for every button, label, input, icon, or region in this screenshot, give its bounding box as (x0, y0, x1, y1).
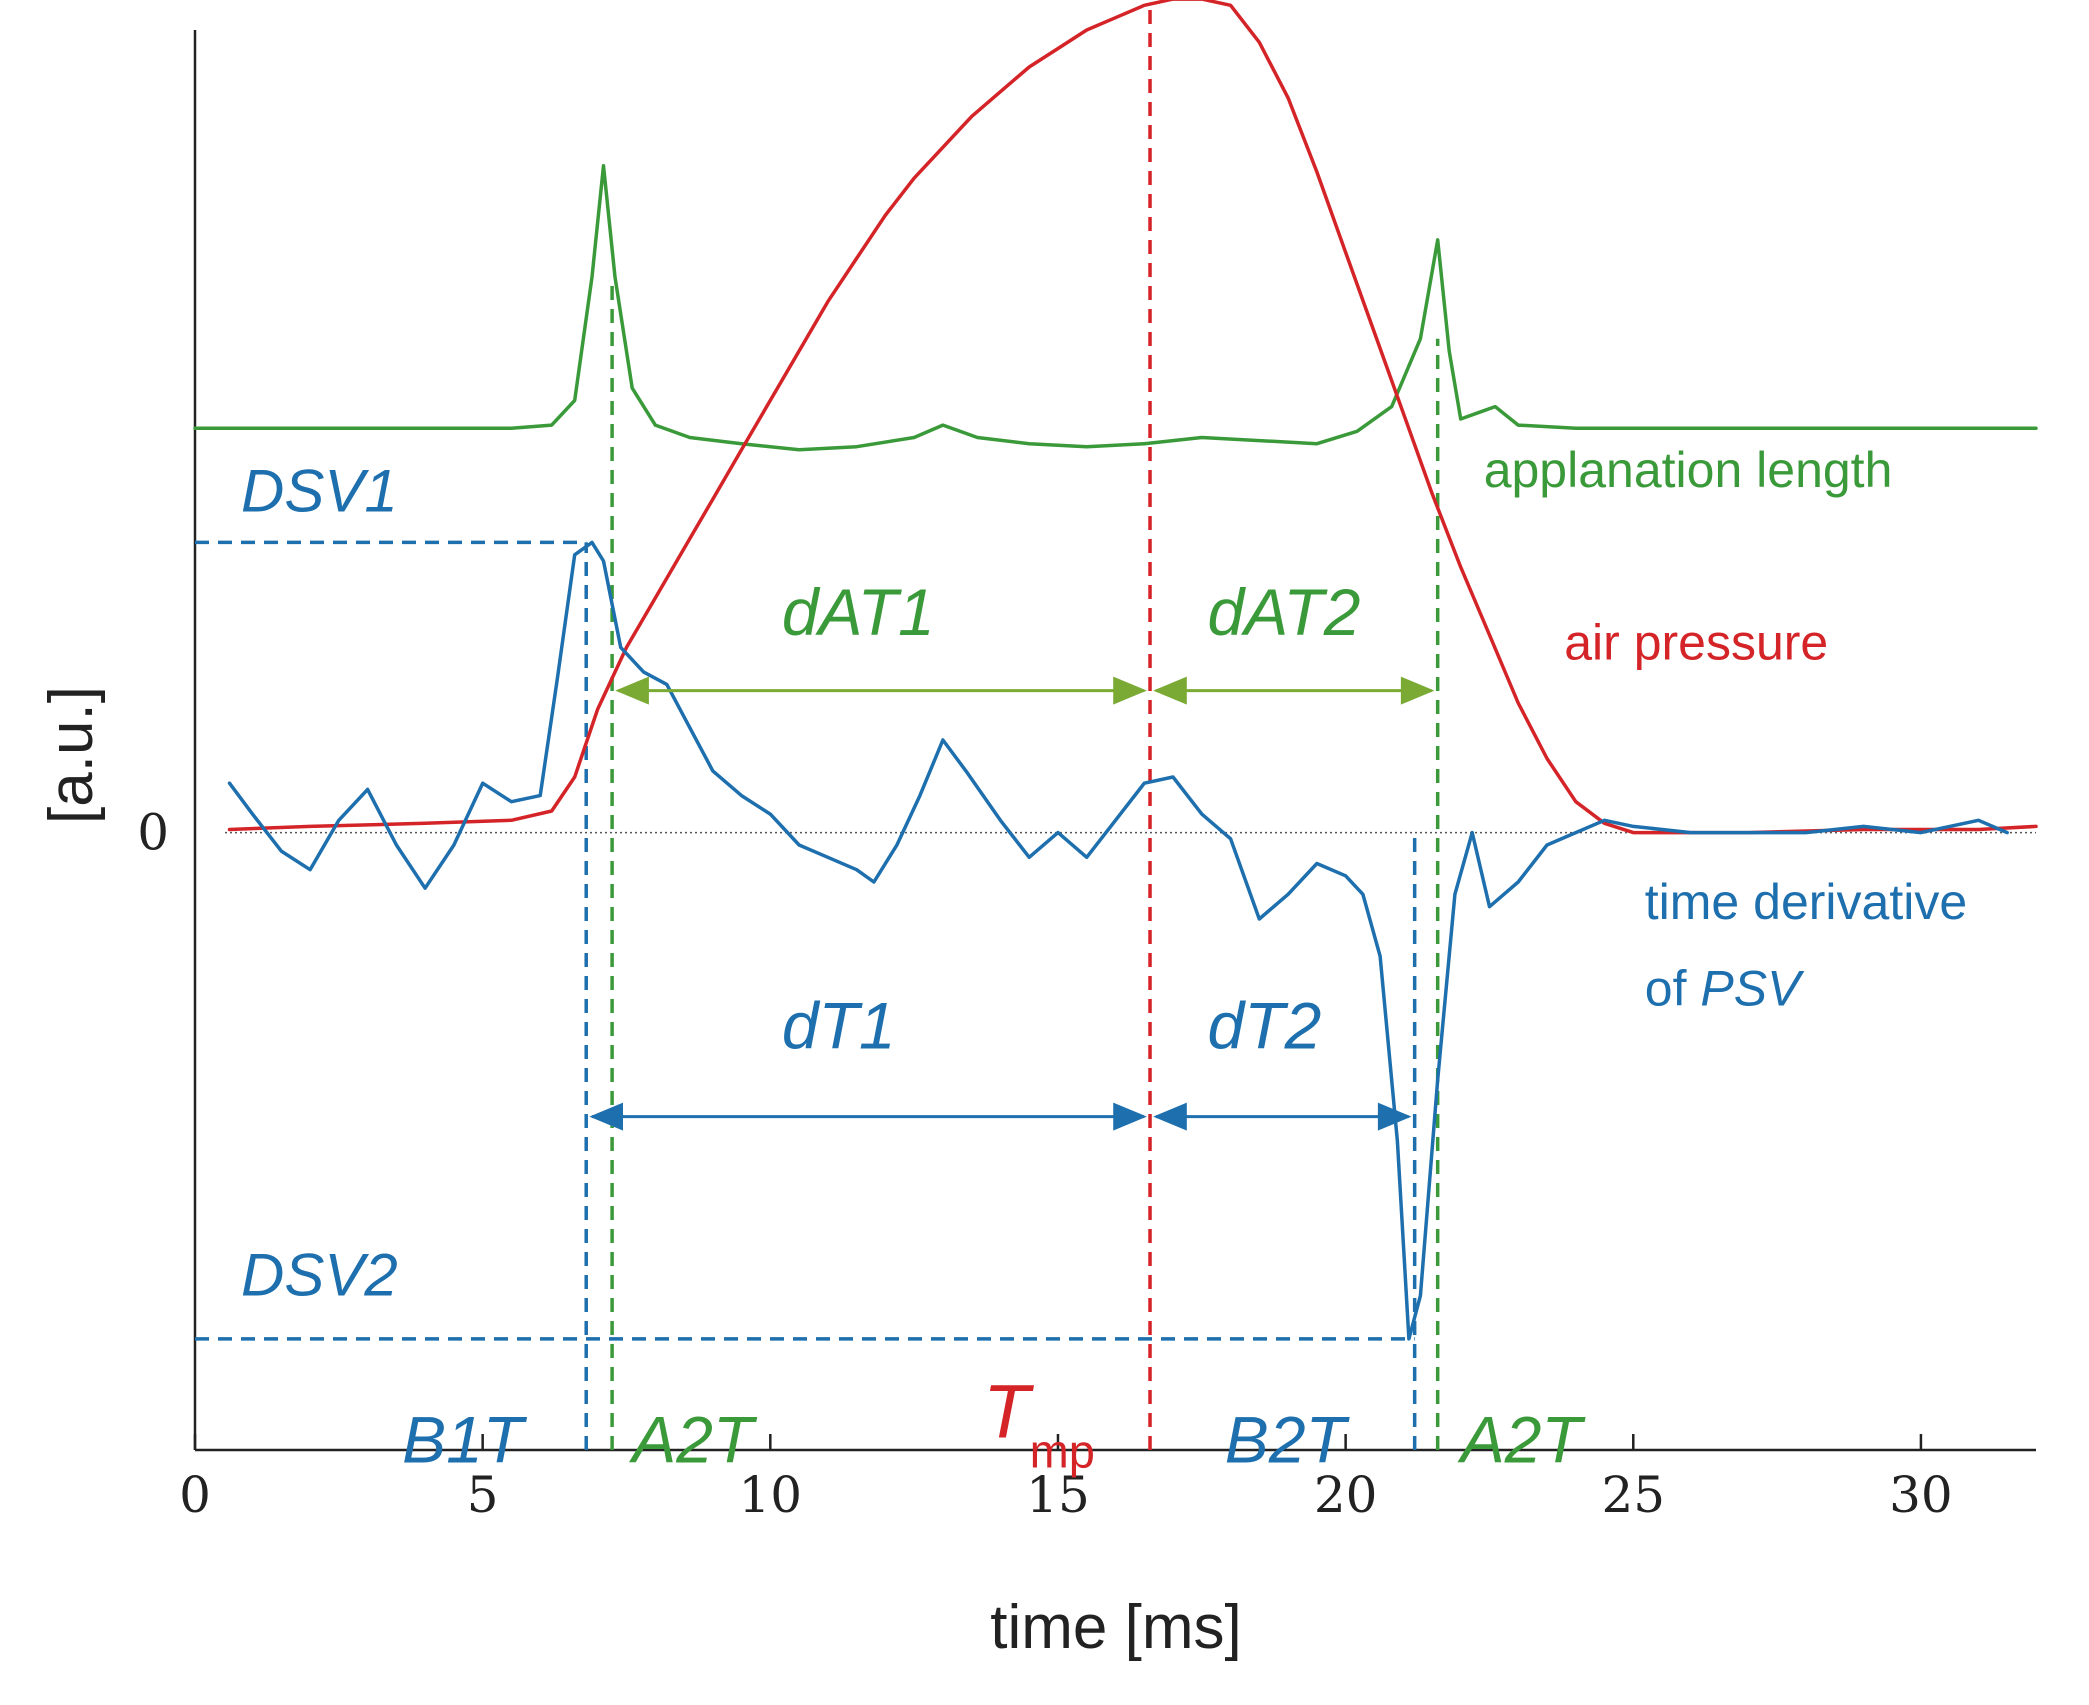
annotation-label: DSV1 (241, 458, 398, 525)
annotation-label: dAT1 (782, 575, 935, 649)
reference-lines (195, 5, 1440, 1450)
y-axis-label: [a.u.] (37, 686, 106, 824)
x-tick-label: 5 (467, 1466, 499, 1524)
annotation-label: A2T (628, 1402, 758, 1476)
annotation-label: B1T (402, 1402, 528, 1476)
interval-arrows (589, 676, 1435, 1131)
annotation-label: A2T (1457, 1402, 1587, 1476)
x-tick-label: 30 (1889, 1466, 1953, 1524)
series-line-0 (193, 164, 2038, 452)
x-tick-label: 0 (179, 1466, 211, 1524)
series-layer (193, 0, 2038, 1341)
series-line-2 (227, 540, 2009, 1341)
x-tick-label: 20 (1314, 1466, 1378, 1524)
annotation-label: applanation length (1484, 442, 1893, 498)
series-line-1 (227, 0, 2038, 835)
annotation-label: air pressure (1564, 615, 1828, 671)
annotation-label: dT2 (1208, 989, 1322, 1063)
annotation-label: time derivative (1645, 874, 1967, 930)
x-tick-label: 10 (739, 1466, 803, 1524)
annotation-label: DSV2 (241, 1242, 398, 1309)
axes: 0 5 10 15 20 25 30 0 (137, 30, 2036, 1524)
x-tick-label: 25 (1601, 1466, 1665, 1524)
annotations: applanation length air pressure time deriv… (241, 442, 1967, 1478)
annotation-label: B2T (1225, 1402, 1351, 1476)
y-tick-label: 0 (137, 804, 169, 862)
x-axis-label: time [ms] (990, 1593, 1241, 1662)
annotation-label: dT1 (782, 989, 896, 1063)
annotation-label: Tmp (983, 1370, 1095, 1478)
annotation-label: of PSV (1645, 960, 1805, 1016)
x-tick-label: 15 (1026, 1466, 1090, 1524)
annotation-label: dAT2 (1208, 575, 1361, 649)
